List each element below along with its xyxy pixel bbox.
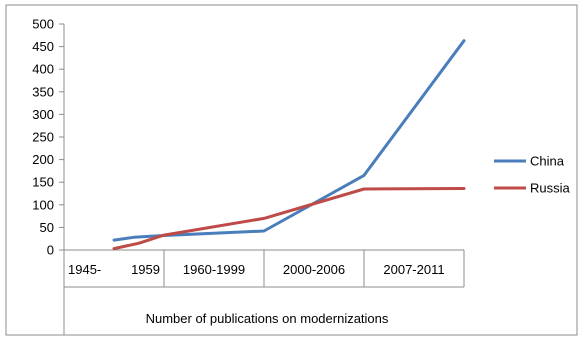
x-tick-label: 1960-1999	[183, 262, 245, 277]
series-lines	[112, 39, 466, 251]
y-tick-label: 350	[32, 84, 54, 99]
y-tick-label: 200	[32, 152, 54, 167]
y-tick-label: 50	[40, 220, 54, 235]
x-tick-label: 1945-	[68, 262, 101, 277]
y-tick-label: 250	[32, 130, 54, 145]
y-tick-label: 0	[47, 243, 54, 258]
series-line-china	[112, 39, 466, 242]
y-tick-label: 400	[32, 62, 54, 77]
y-tick-label: 100	[32, 197, 54, 212]
chart-border	[5, 4, 578, 336]
y-tick-label: 300	[32, 107, 54, 122]
series-line-russia	[112, 187, 466, 251]
x-tick-label: 2000-2006	[283, 262, 345, 277]
x-axis-title: Number of publications on modernizations	[146, 311, 389, 326]
y-tick-label: 150	[32, 175, 54, 190]
legend: China Russia	[494, 154, 571, 196]
x-tick-label: 2007-2011	[383, 262, 444, 277]
legend-label-russia: Russia	[530, 181, 571, 196]
x-axis: 1945- 1959 1960-1999 2000-2006 2007-2011	[64, 249, 465, 288]
y-tick-label: 450	[32, 39, 54, 54]
y-axis: 0 50 100 150 200 250 300 350 400 450 500	[32, 17, 65, 335]
x-tick-label: 1959	[131, 262, 160, 277]
y-tick-label: 500	[32, 17, 54, 32]
legend-label-china: China	[530, 154, 565, 169]
